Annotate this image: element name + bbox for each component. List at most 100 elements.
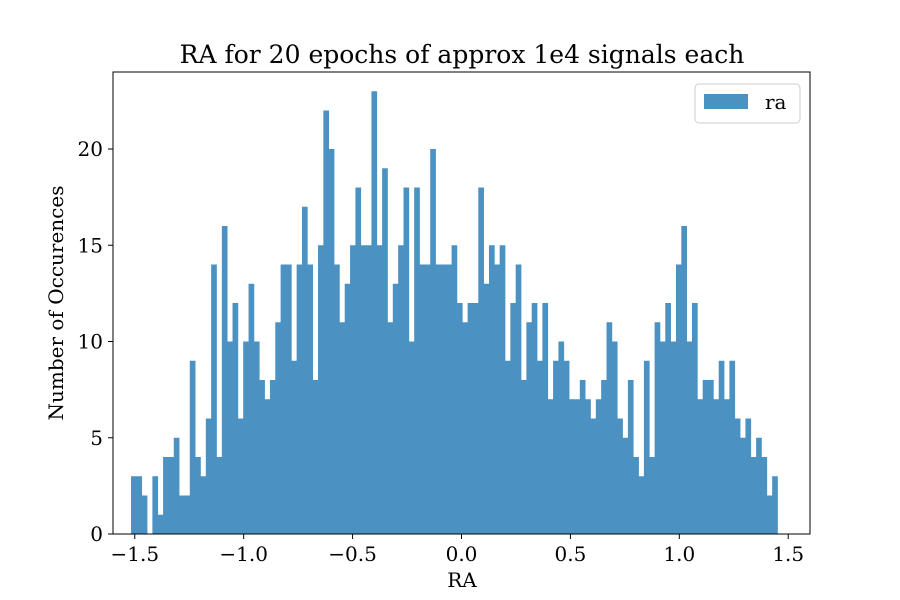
histogram-bar [285,264,292,534]
x-tick-label: 0.0 [446,542,478,566]
histogram-bar [414,187,420,534]
histogram-bar [408,341,415,534]
histogram-bar [376,245,383,534]
histogram-bar [403,187,410,534]
histogram-bar [141,495,148,534]
histogram-bar [697,399,704,534]
histogram-bar [521,380,527,534]
histogram-bar [633,457,639,534]
histogram-bar [163,457,169,534]
histogram-bar [179,495,185,534]
x-tick-label: 1.5 [772,542,804,566]
histogram-bar [136,476,143,534]
histogram-bar [537,360,543,534]
histogram-bar [708,380,714,534]
histogram-bar [574,399,581,534]
histogram-bar [750,457,757,534]
histogram-bar [531,303,538,534]
histogram-bar [195,457,201,534]
x-tick-label: 0.5 [555,542,587,566]
x-tick-label: −0.5 [328,542,377,566]
histogram-bar [440,264,447,534]
histogram-bar [227,341,233,534]
histogram-bar [131,476,137,534]
histogram-bar [563,360,570,534]
histogram-bar [547,399,554,534]
histogram-bar [654,322,661,534]
histogram-bar [446,264,452,534]
histogram-bar [269,380,276,534]
histogram-bar [499,245,506,534]
histogram-bar [456,303,463,534]
histogram-bar [382,168,388,534]
histogram-bar [638,476,645,534]
histogram-bar [392,283,399,534]
histogram-bar [248,283,255,534]
histogram-bar [366,245,372,534]
histogram-bar [718,360,725,534]
histogram-bar [216,457,223,534]
x-tick-label: 1.0 [663,542,695,566]
histogram-bar [681,226,688,534]
histogram-bar [312,380,319,534]
histogram-bar [301,206,308,534]
histogram-bar [451,245,458,534]
histogram-bar [659,341,666,534]
histogram-bar [221,226,228,534]
histogram-bar [617,418,623,534]
histogram-bar [296,264,303,534]
y-tick-label: 0 [90,522,103,546]
histogram-bar [675,264,682,534]
histogram-bar [505,360,511,534]
histogram-bar [430,149,436,534]
y-axis-label: Number of Occurences [44,186,68,421]
histogram-bar [328,149,335,534]
x-tick-label: −1.0 [219,542,268,566]
histogram-bar [724,399,730,534]
histogram-bar [189,360,196,534]
histogram-bar [291,360,297,534]
histogram-bar [253,341,260,534]
histogram-bar [387,322,394,534]
histogram-bar [494,264,501,534]
histogram-bar [200,476,207,534]
histogram-bar [772,476,778,534]
histogram-bar [756,437,762,534]
histogram-bar [611,341,618,534]
legend-label-ra: ra [765,90,787,114]
legend: ra [694,83,801,124]
histogram-bar [606,322,613,534]
x-axis-ticks: −1.5 −1.0 −0.5 0.0 0.5 1.0 1.5 [110,534,804,566]
histogram-bar [344,283,351,534]
histogram-bar [168,457,175,534]
histogram-bar [334,264,340,534]
histogram-bar [745,418,752,534]
histogram-bar [323,110,330,534]
histogram-bar [558,341,565,534]
histogram-bar [371,91,378,534]
histogram-bar [157,514,164,534]
histogram-bar [280,264,287,534]
histogram-bar [649,457,655,534]
histogram-bar [339,322,346,534]
histogram-bar [483,283,490,534]
histogram-bar [670,341,677,534]
y-tick-label: 10 [78,330,103,354]
histogram-bar [462,322,468,534]
histogram-bar [569,399,575,534]
histogram-bar [472,303,479,534]
histogram-bar [542,303,549,534]
histogram-bar [595,399,602,534]
histogram-bar [488,245,495,534]
histogram-bar [702,380,709,534]
histogram-bar [713,399,720,534]
histogram-bar [526,322,533,534]
histogram-bar [350,245,356,534]
histogram-bar [173,437,180,534]
histogram-bar [211,264,217,534]
histogram-bar [360,245,367,534]
y-tick-label: 5 [90,426,103,450]
histogram-bar [232,303,239,534]
histogram-bar [264,399,271,534]
